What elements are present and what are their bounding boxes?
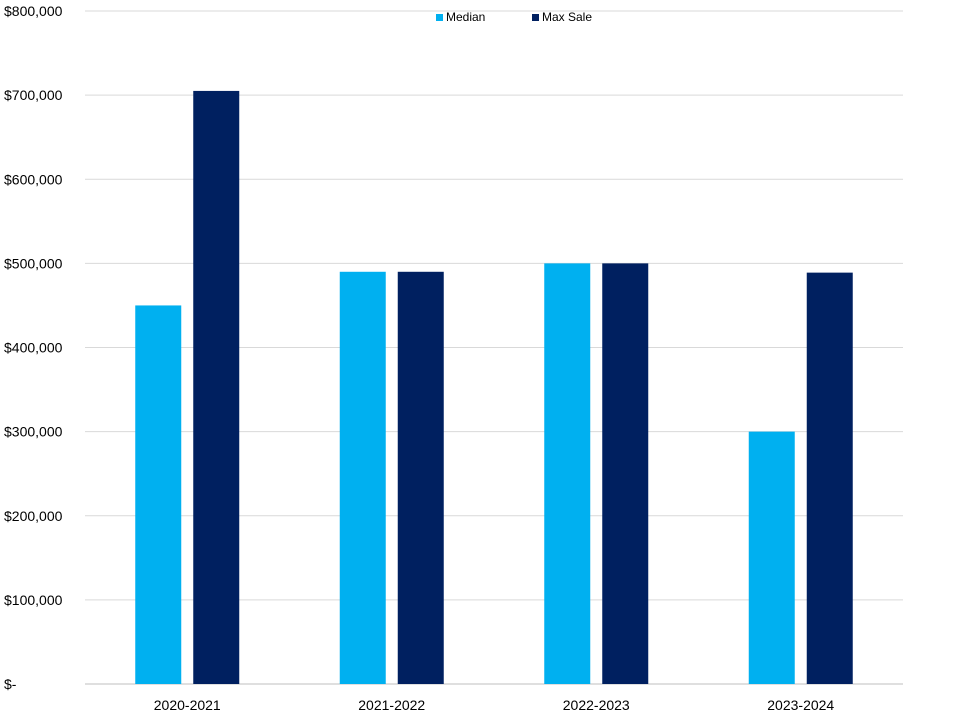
x-tick-label: 2021-2022: [358, 697, 425, 713]
bar-median: [135, 305, 182, 684]
legend-label: Max Sale: [542, 10, 592, 24]
bar-max-sale: [193, 90, 240, 684]
bar-median: [544, 263, 591, 684]
bar-median: [339, 271, 386, 684]
bar-max-sale: [397, 271, 444, 684]
x-tick-label: 2022-2023: [563, 697, 630, 713]
y-tick-label: $200,000: [4, 508, 63, 524]
x-tick-label: 2023-2024: [767, 697, 834, 713]
x-tick-label: 2020-2021: [154, 697, 221, 713]
y-tick-label: $100,000: [4, 592, 63, 608]
legend-swatch: [532, 14, 539, 21]
bar-max-sale: [806, 272, 853, 684]
y-tick-label: $600,000: [4, 171, 63, 187]
y-tick-label: $800,000: [4, 3, 63, 19]
legend-label: Median: [446, 10, 485, 24]
y-tick-label: $300,000: [4, 424, 63, 440]
y-tick-label: $700,000: [4, 87, 63, 103]
bar-max-sale: [602, 263, 649, 684]
y-tick-label: $-: [4, 676, 17, 692]
bar-median: [748, 431, 795, 684]
y-tick-label: $500,000: [4, 255, 63, 271]
legend-swatch: [436, 14, 443, 21]
y-tick-label: $400,000: [4, 340, 63, 356]
